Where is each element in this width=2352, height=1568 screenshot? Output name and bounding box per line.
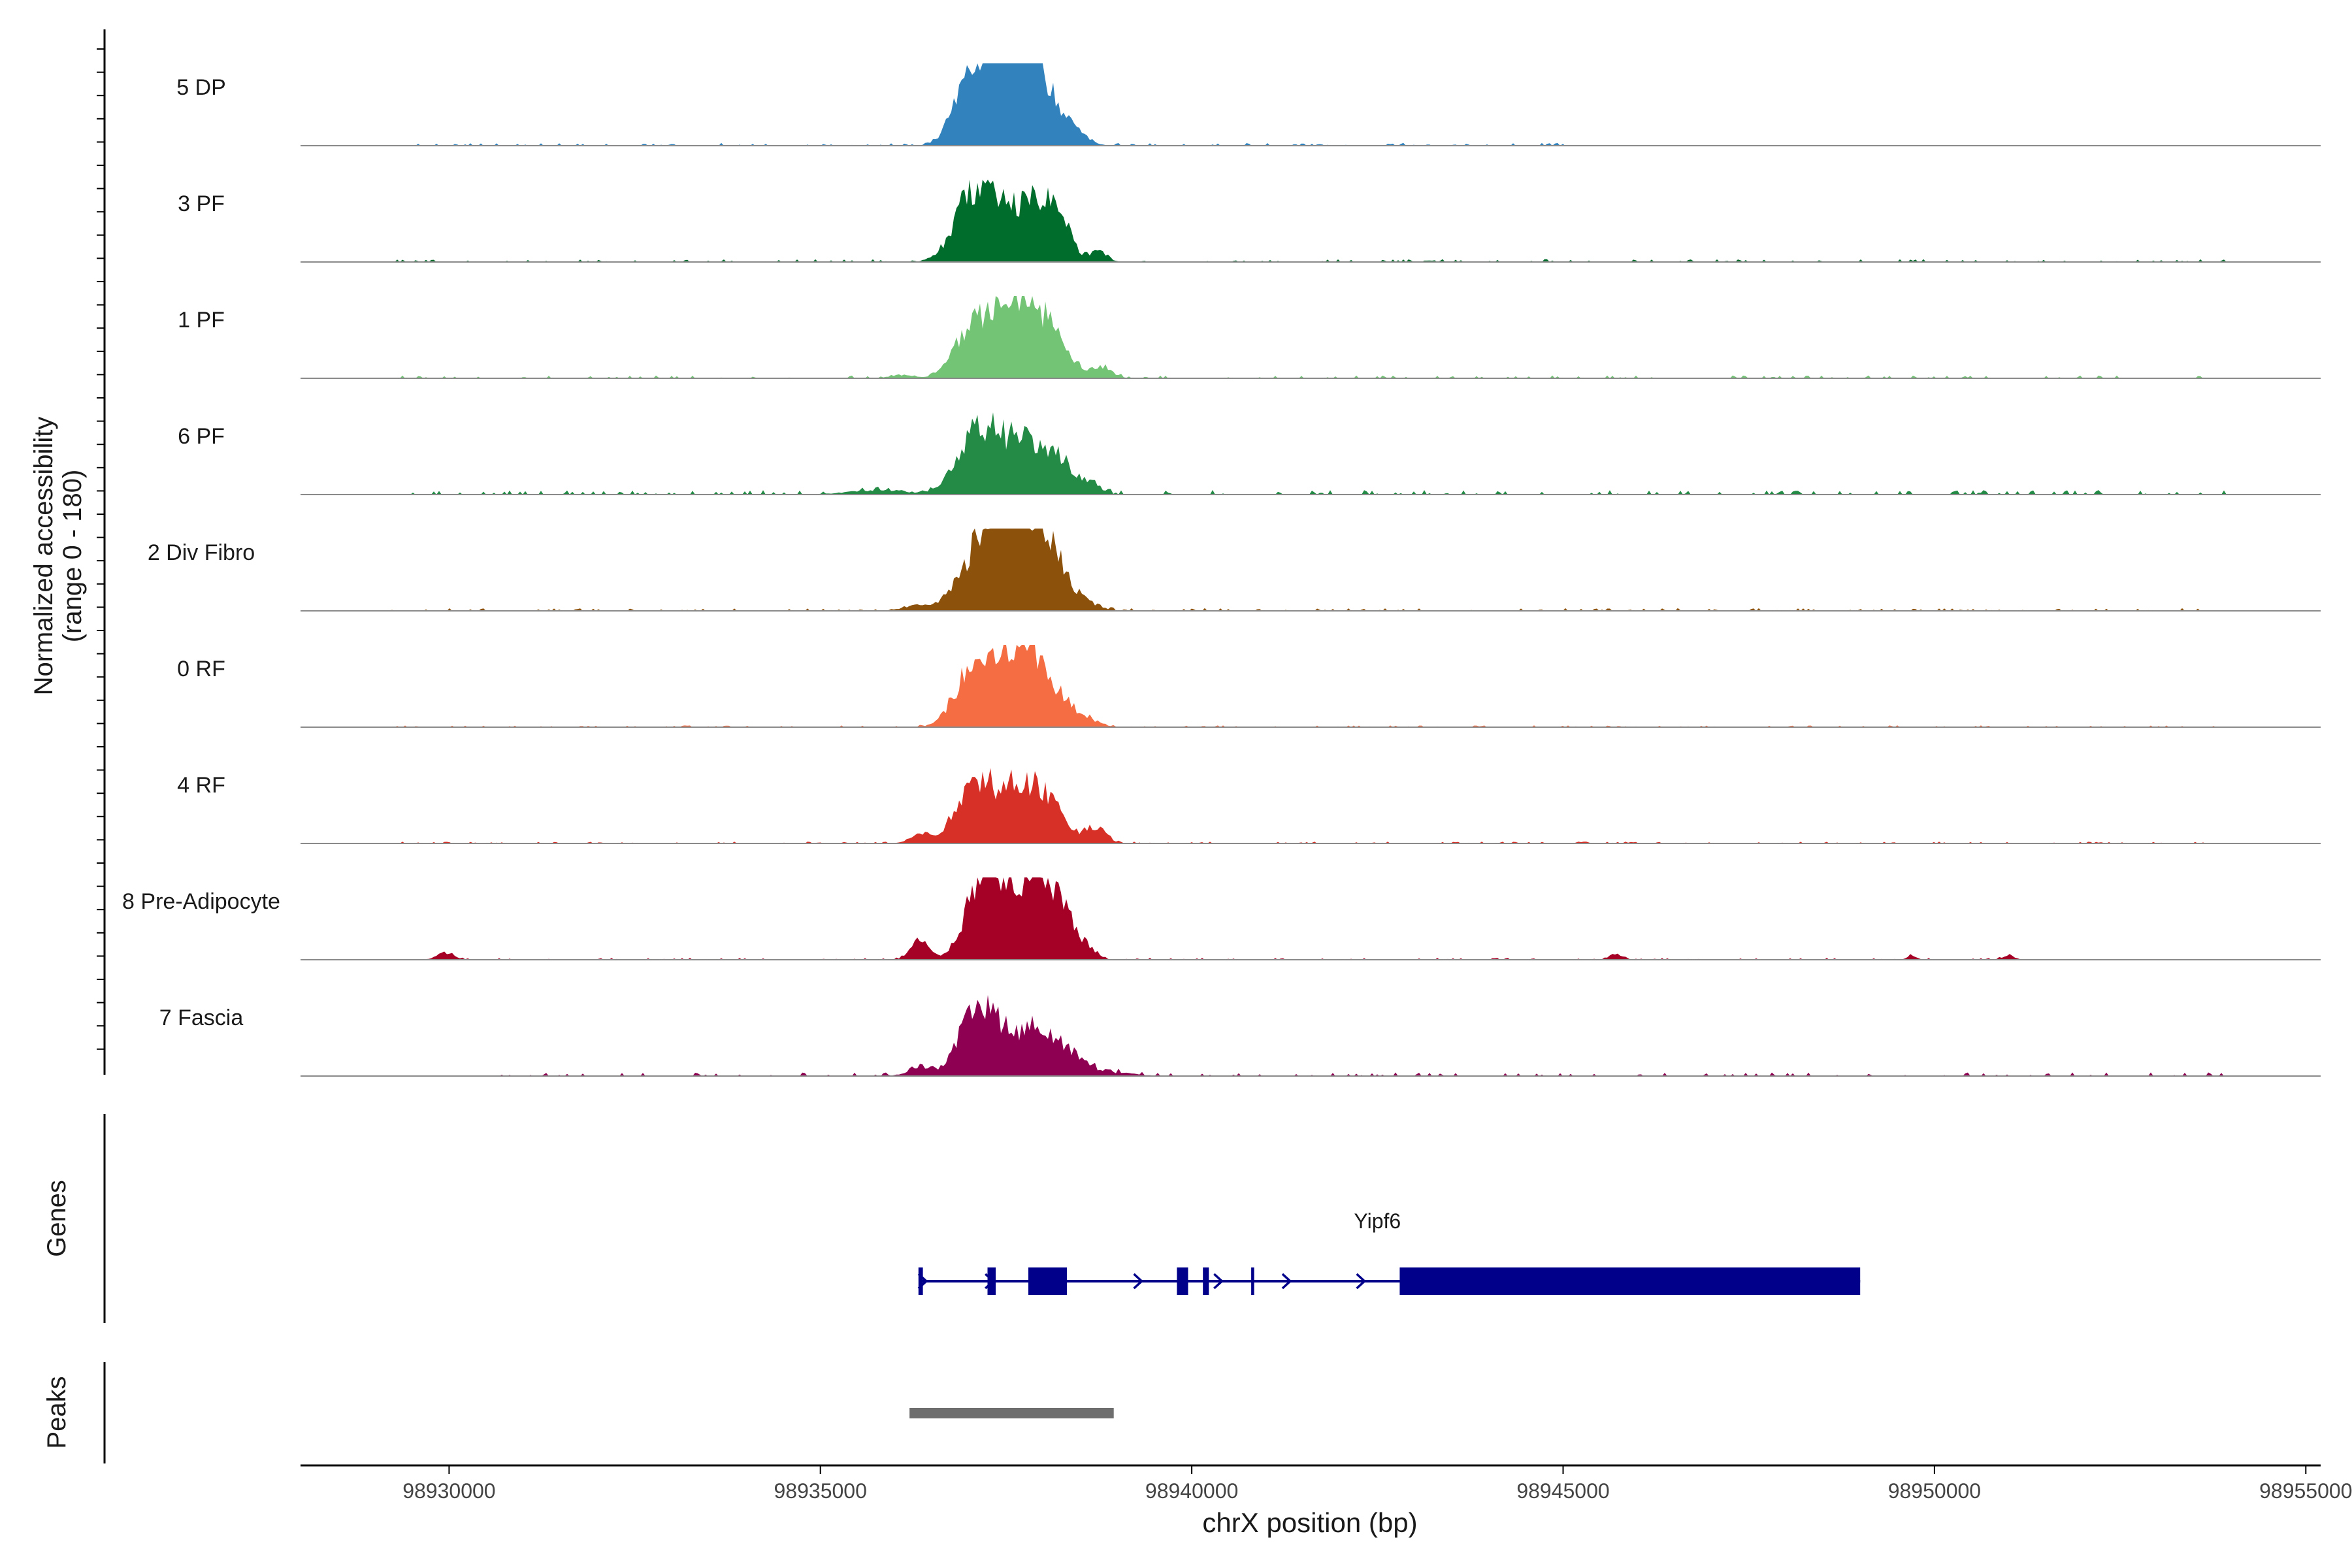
gene-track: Yipf6 [917,1209,1861,1295]
gene-exon [1251,1267,1254,1295]
track-2-div-fibro: 2 Div Fibro [148,529,2321,612]
track-4-rf: 4 RF [177,768,2321,844]
coverage-tracks: 5 DP 3 PF 1 PF 6 PF 2 Div Fibro 0 RF 4 RF 8 Pre… [122,63,2321,1077]
coverage-area [301,994,2321,1076]
y-axis-title: Normalized accessibility (range 0 - 180) [29,417,87,696]
coverage-area [301,296,2321,378]
x-axis-title: chrX position (bp) [1202,1507,1417,1538]
track-label: 5 DP [176,75,226,100]
tracks-axis-ticks [97,48,105,1050]
x-tick-label: 98945000 [1516,1479,1609,1503]
track-label: 4 RF [177,773,225,798]
genes-panel-label: Genes [42,1180,71,1257]
coverage-area [301,180,2321,262]
track-label: 2 Div Fibro [148,540,255,565]
gene-name-label: Yipf6 [1354,1209,1401,1233]
gene-exon [1203,1267,1209,1295]
x-tick-label: 98930000 [402,1479,495,1503]
strand-arrow [917,1273,928,1290]
track-label: 1 PF [178,308,225,333]
track-label: 8 Pre-Adipocyte [122,889,280,914]
y-axis-title-line2: (range 0 - 180) [58,470,87,643]
y-axis-title-line1: Normalized accessibility [29,417,58,696]
coverage-area [301,768,2321,843]
track-label: 6 PF [178,424,225,449]
gene-exon [1177,1267,1188,1295]
track-5-dp: 5 DP [176,63,2321,146]
x-axis-ticks: 98930000 98935000 98940000 98945000 98950000… [402,1465,2352,1503]
gene-exon [918,1267,923,1295]
strand-arrow [1356,1273,1367,1290]
peak-track [909,1408,1114,1418]
x-tick-label: 98940000 [1145,1479,1238,1503]
strand-arrow [1133,1273,1144,1290]
peak-region [909,1408,1114,1418]
coverage-area [301,645,2321,727]
track-7-fascia: 7 Fascia [159,994,2321,1077]
strand-arrow [1213,1273,1224,1290]
x-tick-label: 98955000 [2259,1479,2352,1503]
x-tick-label: 98950000 [1888,1479,1981,1503]
track-label: 7 Fascia [159,1005,244,1030]
track-8-pre-adipocyte: 8 Pre-Adipocyte [122,877,2321,960]
gene-exon [1399,1267,1861,1295]
gene-exon [1028,1267,1068,1295]
coverage-area [301,877,2321,960]
track-3-pf: 3 PF [178,180,2321,263]
track-0-rf: 0 RF [177,645,2321,728]
x-tick-label: 98935000 [774,1479,867,1503]
strand-arrow [985,1273,995,1290]
track-1-pf: 1 PF [178,296,2321,379]
coverage-area [301,412,2321,495]
track-label: 3 PF [178,191,225,216]
track-label: 0 RF [177,657,225,681]
strand-arrow [1281,1273,1292,1290]
coverage-area [301,529,2321,611]
peaks-panel-label: Peaks [42,1376,71,1448]
coverage-area [301,63,2321,146]
track-6-pf: 6 PF [178,412,2321,495]
